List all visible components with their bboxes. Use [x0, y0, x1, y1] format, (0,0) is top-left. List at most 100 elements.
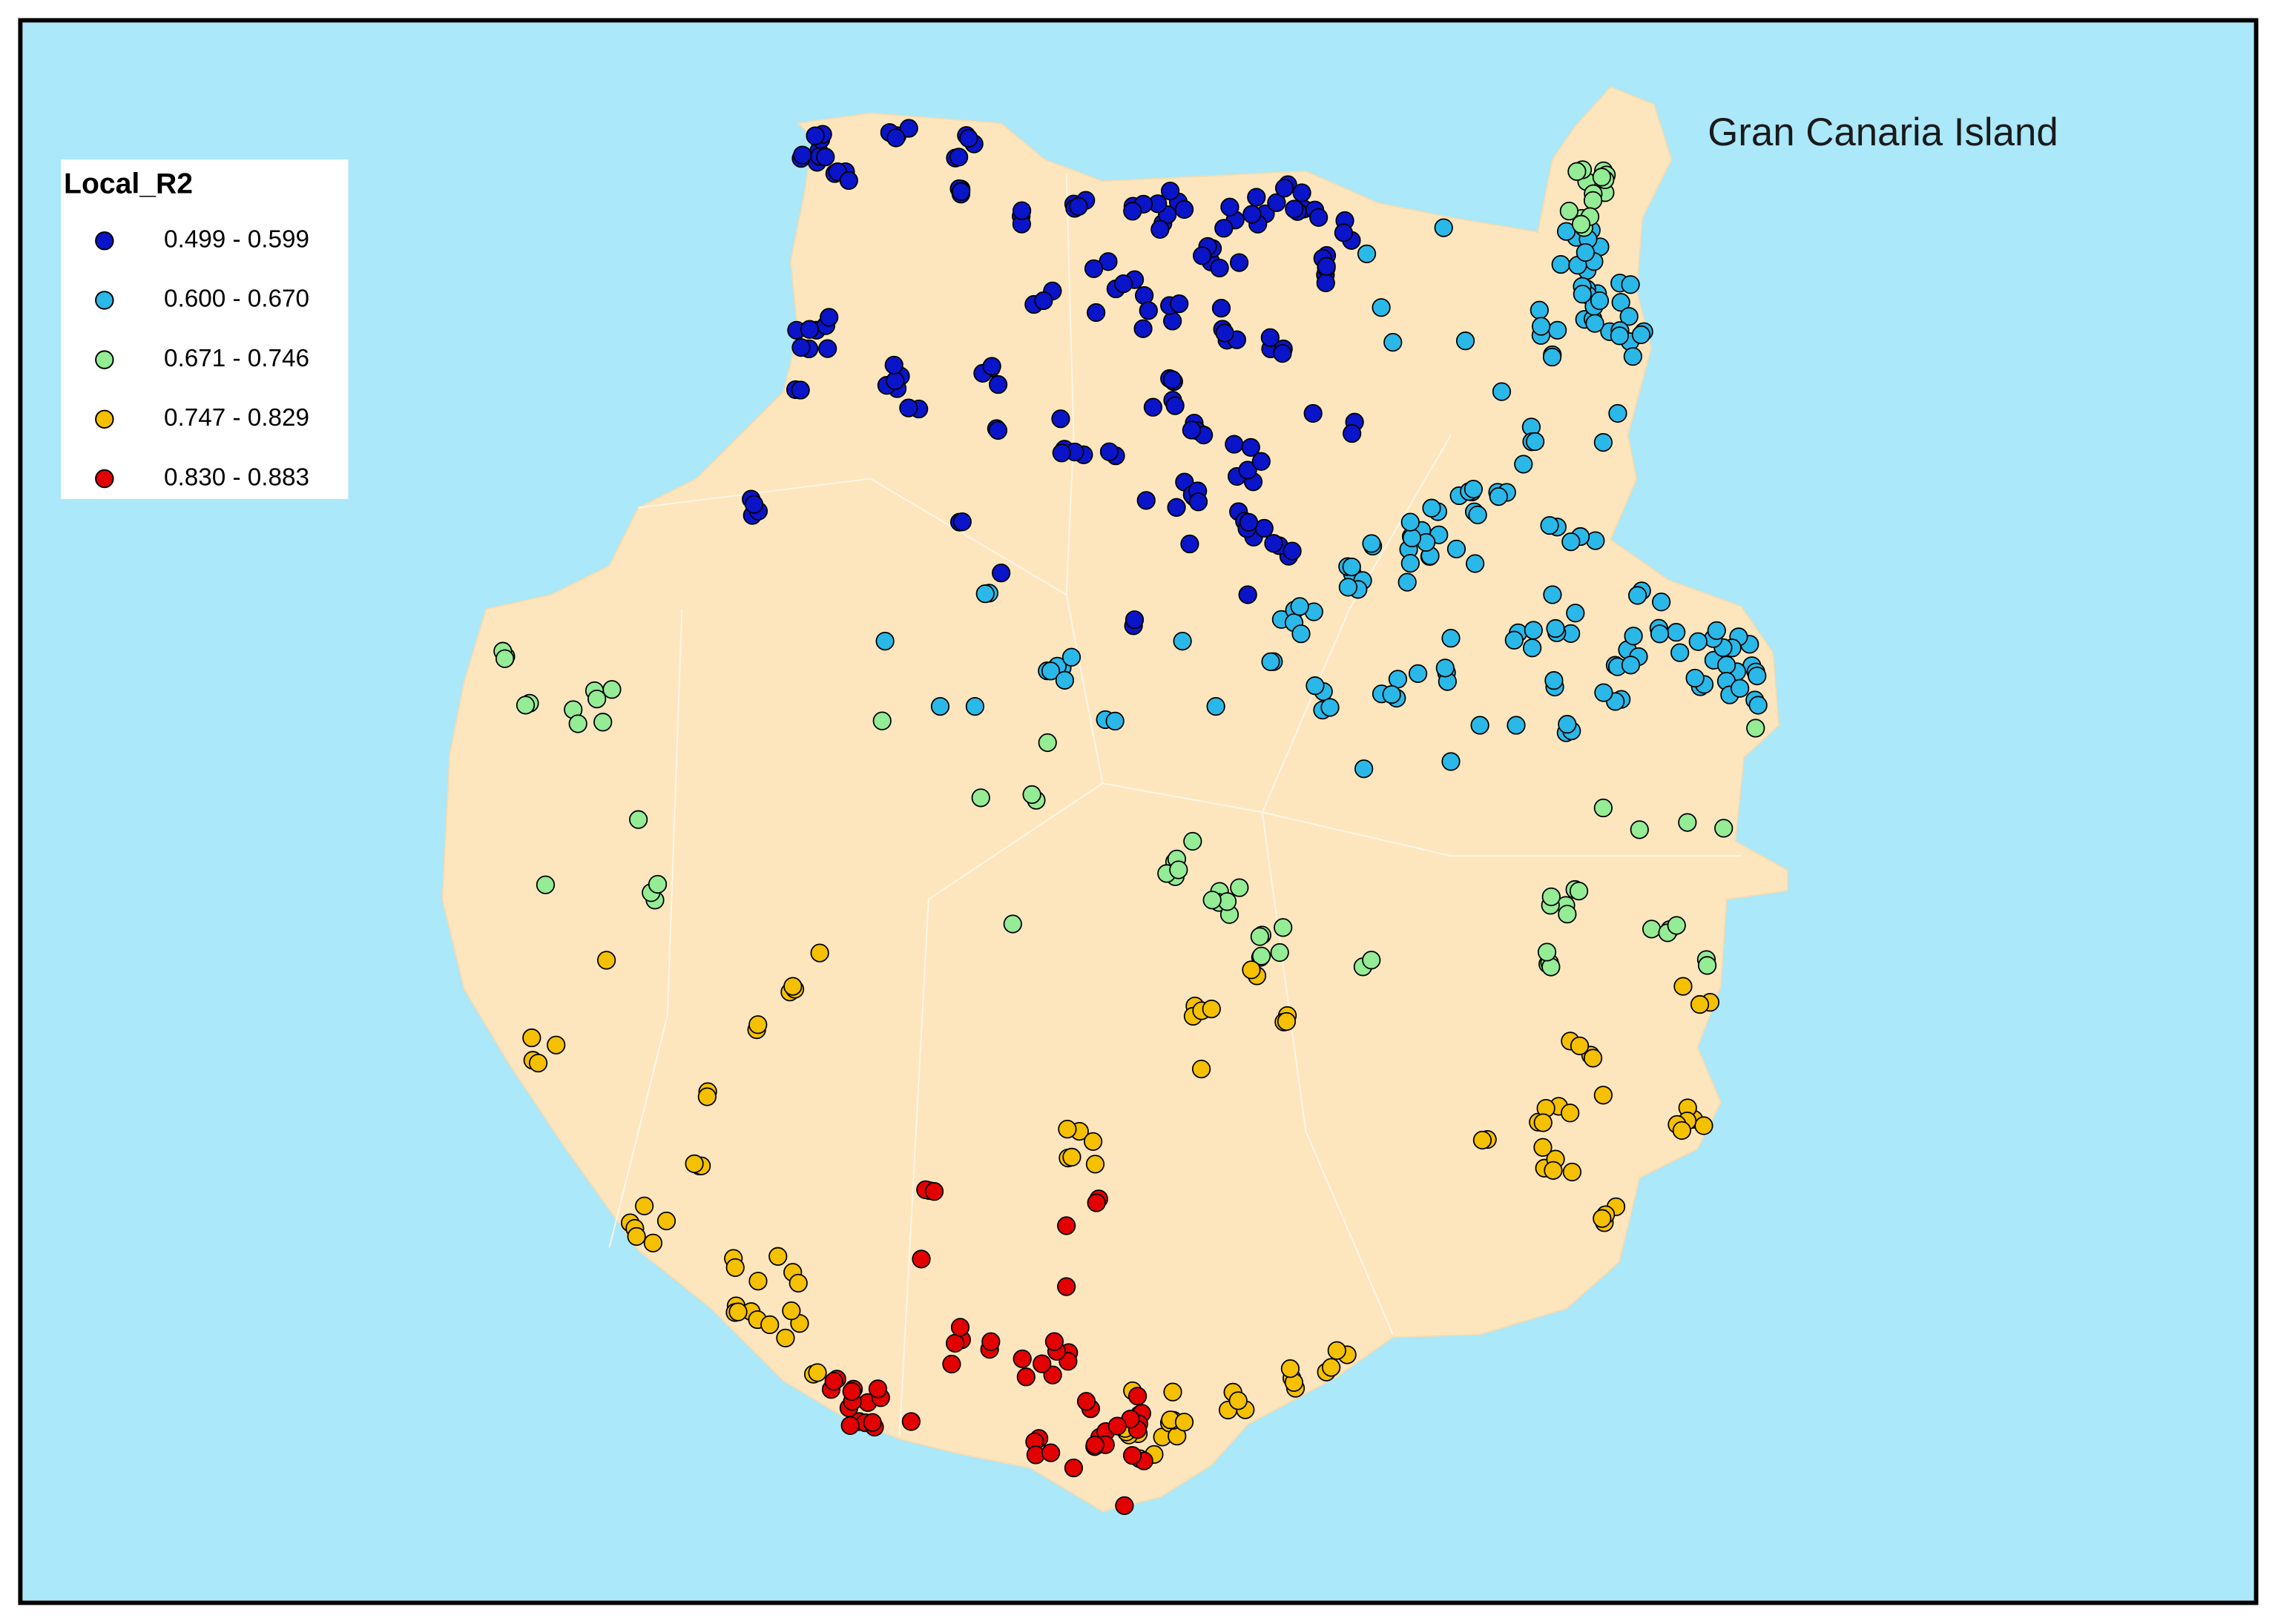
- observation-point: [1182, 420, 1201, 440]
- observation-point: [1087, 1193, 1106, 1212]
- observation-point: [1260, 328, 1280, 347]
- observation-point: [1316, 273, 1335, 293]
- observation-point: [1220, 197, 1239, 217]
- observation-point: [950, 1318, 970, 1337]
- observation-point: [1576, 242, 1595, 263]
- observation-point: [1105, 711, 1125, 731]
- observation-point: [1173, 631, 1192, 651]
- legend-swatch: [95, 409, 114, 429]
- observation-point: [1174, 1413, 1194, 1432]
- observation-point: [1610, 326, 1630, 346]
- observation-point: [1044, 1332, 1064, 1351]
- observation-point: [1383, 333, 1403, 352]
- observation-point: [1583, 1049, 1603, 1068]
- observation-point: [791, 337, 811, 357]
- observation-point: [942, 1354, 961, 1374]
- boundary: [898, 782, 1104, 1436]
- observation-point: [1464, 480, 1484, 499]
- observation-point: [602, 680, 622, 699]
- observation-point: [1382, 684, 1401, 704]
- legend-swatch: [95, 291, 114, 310]
- observation-point: [1041, 661, 1061, 681]
- observation-point: [1202, 999, 1221, 1019]
- observation-point: [1309, 208, 1329, 227]
- observation-point: [1567, 162, 1587, 181]
- observation-point: [1470, 716, 1489, 735]
- observation-point: [1085, 1435, 1104, 1455]
- observation-point: [818, 339, 837, 358]
- observation-point: [1544, 671, 1564, 690]
- observation-point: [1285, 199, 1304, 219]
- observation-point: [1214, 219, 1234, 238]
- observation-point: [1052, 443, 1071, 463]
- observation-point: [1402, 528, 1421, 548]
- observation-point: [1292, 183, 1311, 202]
- observation-point: [1163, 311, 1182, 331]
- legend-label: 0.747 - 0.829: [164, 404, 309, 432]
- observation-point: [899, 119, 918, 138]
- observation-point: [1241, 438, 1260, 457]
- observation-point: [1225, 435, 1244, 454]
- observation-point: [840, 1416, 860, 1435]
- observation-point: [1034, 291, 1053, 311]
- observation-point: [899, 398, 918, 417]
- observation-point: [788, 1273, 808, 1293]
- observation-point: [1731, 679, 1750, 698]
- observation-point: [800, 320, 820, 339]
- observation-point: [1274, 918, 1293, 937]
- observation-point: [988, 420, 1008, 440]
- observation-point: [1139, 301, 1158, 320]
- legend-box: [61, 159, 349, 499]
- observation-point: [1678, 813, 1697, 832]
- observation-point: [1667, 916, 1686, 935]
- observation-point: [1514, 455, 1533, 474]
- observation-point: [1408, 664, 1428, 684]
- observation-point: [1748, 696, 1768, 715]
- observation-point: [760, 1315, 780, 1335]
- observation-point: [1238, 585, 1257, 604]
- observation-point: [1083, 1132, 1103, 1151]
- observation-point: [1334, 223, 1353, 242]
- observation-point: [1531, 317, 1551, 336]
- observation-point: [820, 308, 839, 327]
- observation-point: [1667, 623, 1686, 642]
- observation-point: [1697, 956, 1717, 975]
- observation-point: [728, 1302, 748, 1321]
- legend-label: 0.600 - 0.670: [164, 285, 309, 313]
- observation-point: [1167, 498, 1186, 517]
- observation-point: [1169, 860, 1188, 879]
- observation-point: [1624, 627, 1643, 646]
- observation-point: [1489, 487, 1508, 506]
- observation-point: [1160, 181, 1180, 201]
- observation-point: [1069, 197, 1088, 217]
- observation-point: [1690, 994, 1710, 1014]
- observation-point: [1472, 1130, 1492, 1150]
- observation-point: [1127, 1387, 1148, 1406]
- observation-point: [824, 1372, 843, 1391]
- observation-point: [1540, 515, 1559, 535]
- observation-point: [1585, 314, 1604, 333]
- observation-point: [806, 126, 825, 145]
- observation-point: [536, 875, 556, 894]
- observation-point: [656, 1211, 676, 1231]
- observation-point: [1193, 246, 1212, 265]
- observation-point: [1590, 291, 1610, 311]
- observation-points: [493, 119, 1768, 1516]
- observation-point: [1303, 403, 1323, 423]
- observation-point: [1434, 218, 1453, 237]
- observation-point: [1084, 259, 1104, 278]
- observation-point: [1306, 676, 1325, 696]
- legend-swatch: [95, 350, 114, 369]
- observation-point: [1354, 759, 1374, 779]
- observation-point: [1342, 557, 1361, 577]
- observation-point: [1362, 951, 1381, 970]
- observation-point: [975, 584, 995, 604]
- observation-point: [596, 951, 616, 970]
- observation-point: [1714, 819, 1734, 838]
- observation-point: [547, 1035, 566, 1054]
- observation-point: [1239, 512, 1259, 532]
- observation-point: [1525, 432, 1545, 452]
- observation-point: [1621, 656, 1641, 675]
- boundary: [1261, 435, 1452, 813]
- observation-point: [886, 128, 906, 148]
